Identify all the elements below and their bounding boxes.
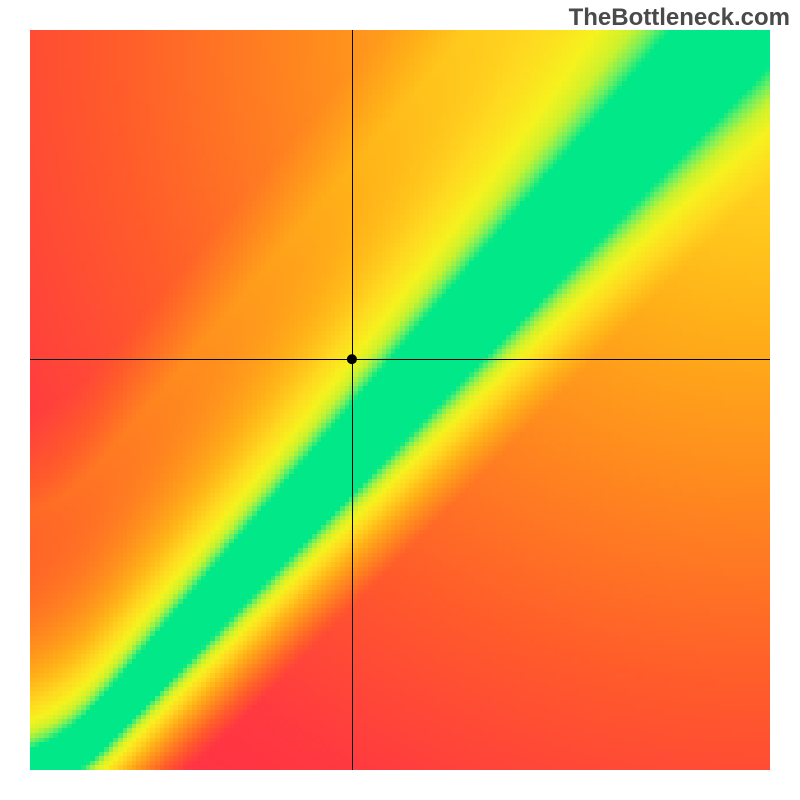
- chart-container: TheBottleneck.com: [0, 0, 800, 800]
- watermark-text: TheBottleneck.com: [569, 4, 790, 32]
- bottleneck-heatmap: [30, 30, 770, 770]
